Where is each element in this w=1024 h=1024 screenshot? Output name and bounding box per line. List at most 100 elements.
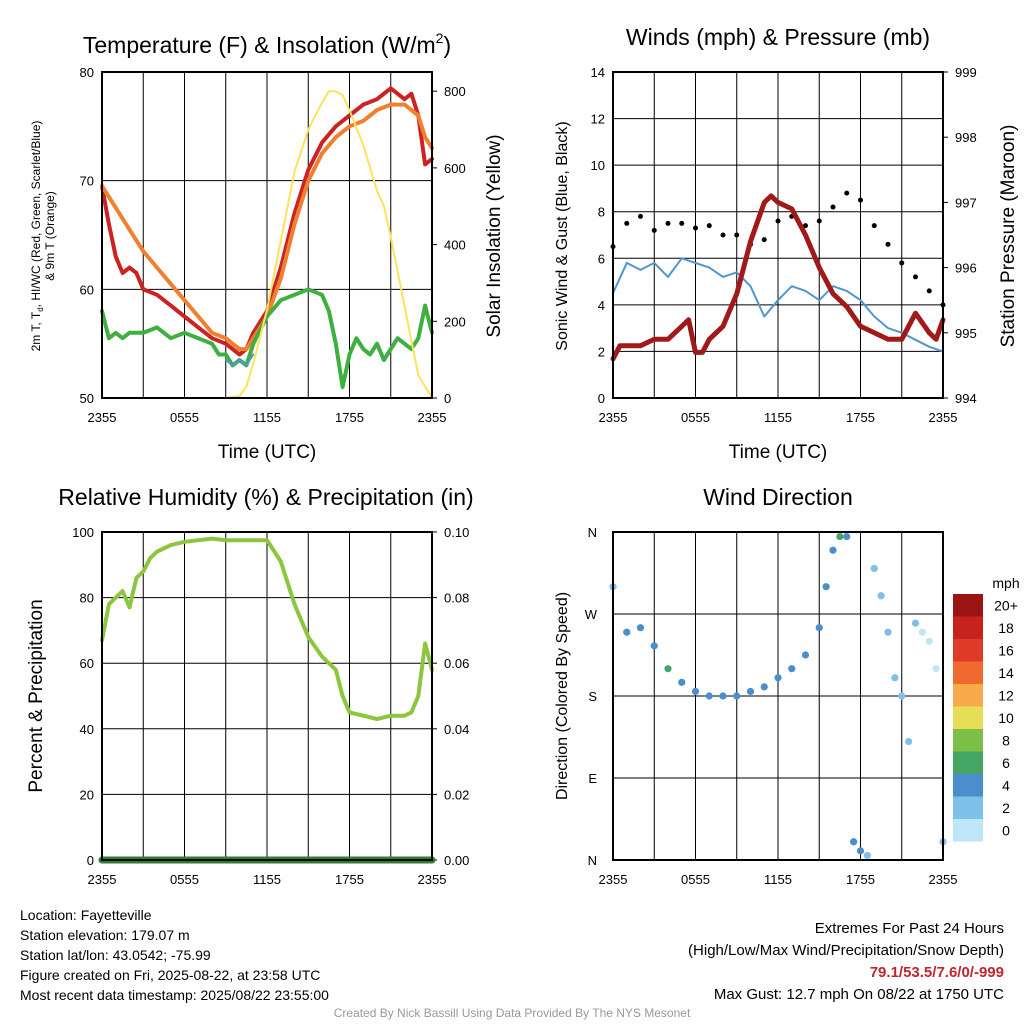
extremes-subheader: (High/Low/Max Wind/Precipitation/Snow De… bbox=[688, 942, 1004, 959]
direction-point bbox=[746, 687, 755, 696]
wind-y2tick-label: 998 bbox=[955, 130, 977, 145]
direction-point bbox=[898, 692, 906, 700]
temp-ytick-label: 70 bbox=[80, 174, 94, 189]
rh-ylabel: Percent & Precipitation bbox=[26, 599, 47, 792]
rh-ytick-label: 20 bbox=[80, 787, 94, 802]
rh-xtick-label: 2355 bbox=[88, 872, 117, 887]
dir-xtick-label: 1755 bbox=[846, 872, 875, 887]
direction-point bbox=[733, 692, 741, 700]
wind-plot: 0 2 4 6 8 10 12 14 994 995 996 997 998 999 2355 0555 115… bbox=[591, 65, 977, 425]
dir-frame bbox=[612, 531, 944, 861]
station-location: Location: Fayetteville bbox=[20, 907, 152, 923]
gust-point bbox=[679, 220, 685, 226]
direction-point bbox=[678, 678, 686, 686]
direction-point bbox=[650, 642, 658, 650]
station-elevation: Station elevation: 179.07 m bbox=[20, 927, 190, 943]
temp-y2label: Solar Insolation (Yellow) bbox=[484, 134, 505, 337]
gust-point bbox=[638, 213, 643, 219]
wind-series-blue bbox=[612, 257, 944, 353]
colorbar-swatch bbox=[953, 661, 983, 684]
gust-point bbox=[899, 260, 905, 266]
rh-plot: 0 20 40 60 80 100 0.00 0.02 0.04 0.06 0.08 0.10 2355… bbox=[72, 525, 469, 887]
wind-ytick-label: 0 bbox=[598, 391, 605, 406]
dir-ytick-label: N bbox=[588, 525, 597, 540]
dir-ytick-label: N bbox=[588, 853, 597, 868]
rh-ytick-label: 40 bbox=[80, 722, 94, 737]
gust-point bbox=[624, 220, 630, 226]
temp-ylabel-line2: & 9m T (Orange) bbox=[43, 191, 57, 281]
max-gust: Max Gust: 12.7 mph On 08/22 at 1750 UTC bbox=[713, 986, 1004, 1003]
colorbar-level-label: 8 bbox=[1002, 732, 1010, 748]
direction-point bbox=[870, 564, 878, 573]
rh-chart-title: Relative Humidity (%) & Precipitation (i… bbox=[58, 484, 473, 510]
rh-ytick-label: 0 bbox=[87, 853, 94, 868]
credit-line: Created By Nick Bassill Using Data Provi… bbox=[333, 1006, 691, 1020]
rh-ytick-label: 80 bbox=[80, 591, 94, 606]
rh-y2tick-label: 0.08 bbox=[444, 591, 469, 606]
dir-ylabel: Direction (Colored By Speed) bbox=[554, 592, 571, 800]
wind-y2tick-label: 995 bbox=[955, 326, 977, 341]
direction-point bbox=[636, 624, 645, 632]
station-info: Location: Fayetteville Station elevation… bbox=[20, 905, 329, 1005]
direction-point bbox=[774, 674, 782, 682]
station-latlon: Station lat/lon: 43.0542; -75.99 bbox=[20, 947, 211, 963]
colorbar-swatch bbox=[953, 751, 983, 774]
temp-y2tick-label: 600 bbox=[444, 161, 466, 176]
gust-point bbox=[665, 220, 671, 226]
temp-ytick-label: 60 bbox=[80, 282, 94, 297]
dir-ytick-label: E bbox=[588, 771, 597, 786]
direction-point bbox=[822, 583, 830, 591]
colorbar-level-label: 16 bbox=[998, 642, 1014, 658]
gust-point bbox=[816, 218, 822, 224]
temp-y2tick-label: 200 bbox=[444, 314, 466, 329]
gust-point bbox=[803, 223, 808, 229]
gust-point bbox=[830, 204, 836, 210]
colorbar-level-label: 18 bbox=[998, 620, 1014, 636]
direction-point bbox=[836, 532, 844, 541]
temp-y2tick-label: 800 bbox=[444, 84, 466, 99]
figure-created: Figure created on Fri, 2025-08-22, at 23… bbox=[20, 967, 321, 983]
wind-ytick-label: 14 bbox=[591, 65, 605, 80]
direction-point bbox=[884, 628, 892, 636]
gust-point bbox=[885, 241, 891, 247]
direction-point bbox=[788, 665, 796, 673]
rh-xtick-label: 0555 bbox=[170, 872, 199, 887]
colorbar-swatch bbox=[953, 819, 983, 842]
wind-y2tick-label: 994 bbox=[955, 391, 977, 406]
colorbar-swatch bbox=[953, 706, 983, 729]
colorbar-level-label: 10 bbox=[998, 710, 1014, 726]
direction-point bbox=[719, 692, 727, 700]
direction-point bbox=[925, 637, 933, 645]
direction-point bbox=[664, 665, 672, 673]
extremes-header: Extremes For Past 24 Hours bbox=[814, 920, 1004, 937]
temp-series-red bbox=[100, 86, 434, 357]
dir-chart-title: Wind Direction bbox=[703, 484, 853, 510]
direction-point bbox=[856, 847, 865, 855]
temp-series-green bbox=[100, 287, 434, 390]
gust-point bbox=[844, 190, 850, 196]
rh-ytick-label: 60 bbox=[80, 656, 94, 671]
gust-point bbox=[926, 288, 932, 294]
temp-ytick-label: 50 bbox=[80, 391, 94, 406]
temp-xtick-label: 1155 bbox=[253, 410, 281, 425]
colorbar-swatch bbox=[953, 796, 983, 819]
dir-xtick-label: 2355 bbox=[599, 872, 628, 887]
gust-point bbox=[775, 218, 781, 224]
wind-xtick-label: 1755 bbox=[846, 410, 875, 425]
rh-y2tick-label: 0.02 bbox=[444, 787, 469, 802]
gust-point bbox=[706, 223, 712, 229]
extremes-info: Extremes For Past 24 Hours (High/Low/Max… bbox=[688, 918, 1004, 1006]
direction-point bbox=[691, 687, 700, 696]
gust-point bbox=[720, 232, 726, 238]
temp-xtick-label: 0555 bbox=[170, 410, 199, 425]
direction-point bbox=[918, 628, 926, 636]
wind-frame bbox=[612, 71, 944, 399]
wind-ytick-label: 4 bbox=[598, 298, 605, 313]
colorbar-level-label: 14 bbox=[998, 665, 1014, 681]
temp-xtick-label: 1755 bbox=[335, 410, 364, 425]
temp-ytick-label: 80 bbox=[80, 65, 94, 80]
wind-chart-title: Winds (mph) & Pressure (mb) bbox=[626, 24, 930, 50]
rh-frame bbox=[101, 531, 433, 861]
